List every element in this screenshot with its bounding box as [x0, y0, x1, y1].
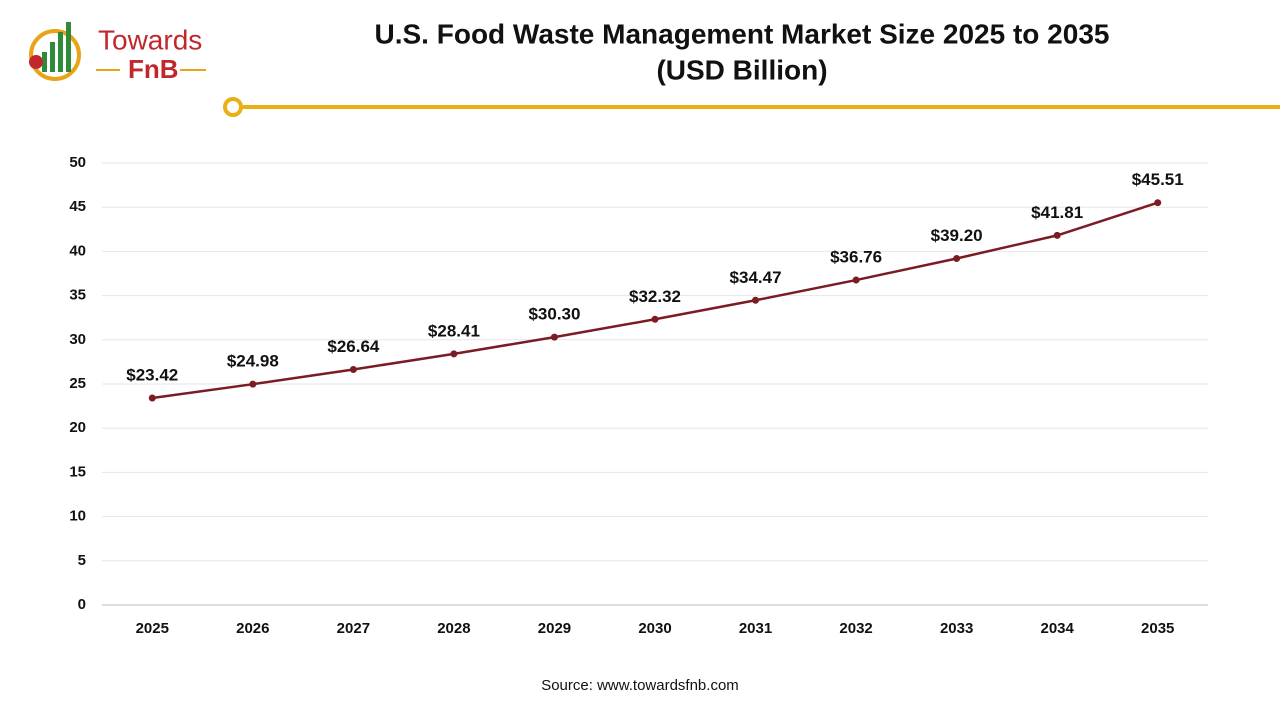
value-label: $34.47 [730, 268, 782, 287]
x-tick-label: 2028 [437, 620, 470, 637]
value-label: $39.20 [931, 226, 983, 245]
y-tick-label: 40 [69, 242, 86, 259]
value-label: $30.30 [528, 305, 580, 324]
y-tick-label: 45 [69, 198, 86, 215]
x-tick-label: 2032 [839, 620, 872, 637]
x-tick-label: 2029 [538, 620, 571, 637]
x-tick-label: 2035 [1141, 620, 1174, 637]
x-tick-label: 2034 [1040, 620, 1074, 637]
y-tick-label: 0 [78, 596, 86, 613]
x-tick-label: 2027 [337, 620, 370, 637]
value-label: $45.51 [1132, 170, 1184, 189]
logo-spoon [29, 55, 43, 69]
x-tick-label: 2030 [638, 620, 671, 637]
point [651, 315, 659, 323]
y-tick-label: 5 [78, 552, 86, 569]
point [550, 333, 558, 341]
source: Source: www.towardsfnb.com [541, 677, 739, 694]
value-label: $41.81 [1031, 203, 1083, 222]
logo-bar [58, 32, 63, 72]
logo-ring [29, 29, 81, 81]
x-tick-label: 2025 [136, 620, 169, 637]
header-dot [223, 97, 243, 117]
logo-bar [66, 22, 71, 72]
logo: Towards FnB [29, 22, 206, 84]
y-tick-label: 20 [69, 419, 86, 436]
y-tick-label: 50 [69, 154, 86, 171]
y-tick-label: 10 [69, 508, 86, 525]
value-label: $24.98 [227, 352, 279, 371]
x-tick-label: 2031 [739, 620, 772, 637]
chart-subtitle: (USD Billion) [656, 54, 827, 85]
y-tick-label: 25 [69, 375, 86, 392]
point [852, 276, 860, 284]
logo-bar [50, 42, 55, 72]
chart-title: U.S. Food Waste Management Market Size 2… [375, 18, 1110, 49]
value-label: $23.42 [126, 365, 178, 384]
point [752, 296, 760, 304]
logo-text: FnB [128, 54, 179, 84]
value-label: $28.41 [428, 321, 480, 340]
value-label: $32.32 [629, 287, 681, 306]
point [953, 254, 961, 262]
point [450, 350, 458, 358]
x-tick-label: 2033 [940, 620, 973, 637]
x-tick-label: 2026 [236, 620, 269, 637]
point [249, 380, 257, 388]
value-label: $36.76 [830, 248, 882, 267]
point [1053, 231, 1061, 239]
logo-text: Towards [98, 24, 202, 55]
y-tick-label: 35 [69, 287, 86, 304]
y-tick-label: 15 [69, 463, 86, 480]
point [1154, 199, 1162, 207]
value-label: $26.64 [327, 337, 380, 356]
logo-bar [42, 52, 47, 72]
point [148, 394, 156, 402]
y-tick-label: 30 [69, 331, 86, 348]
point [349, 366, 357, 374]
